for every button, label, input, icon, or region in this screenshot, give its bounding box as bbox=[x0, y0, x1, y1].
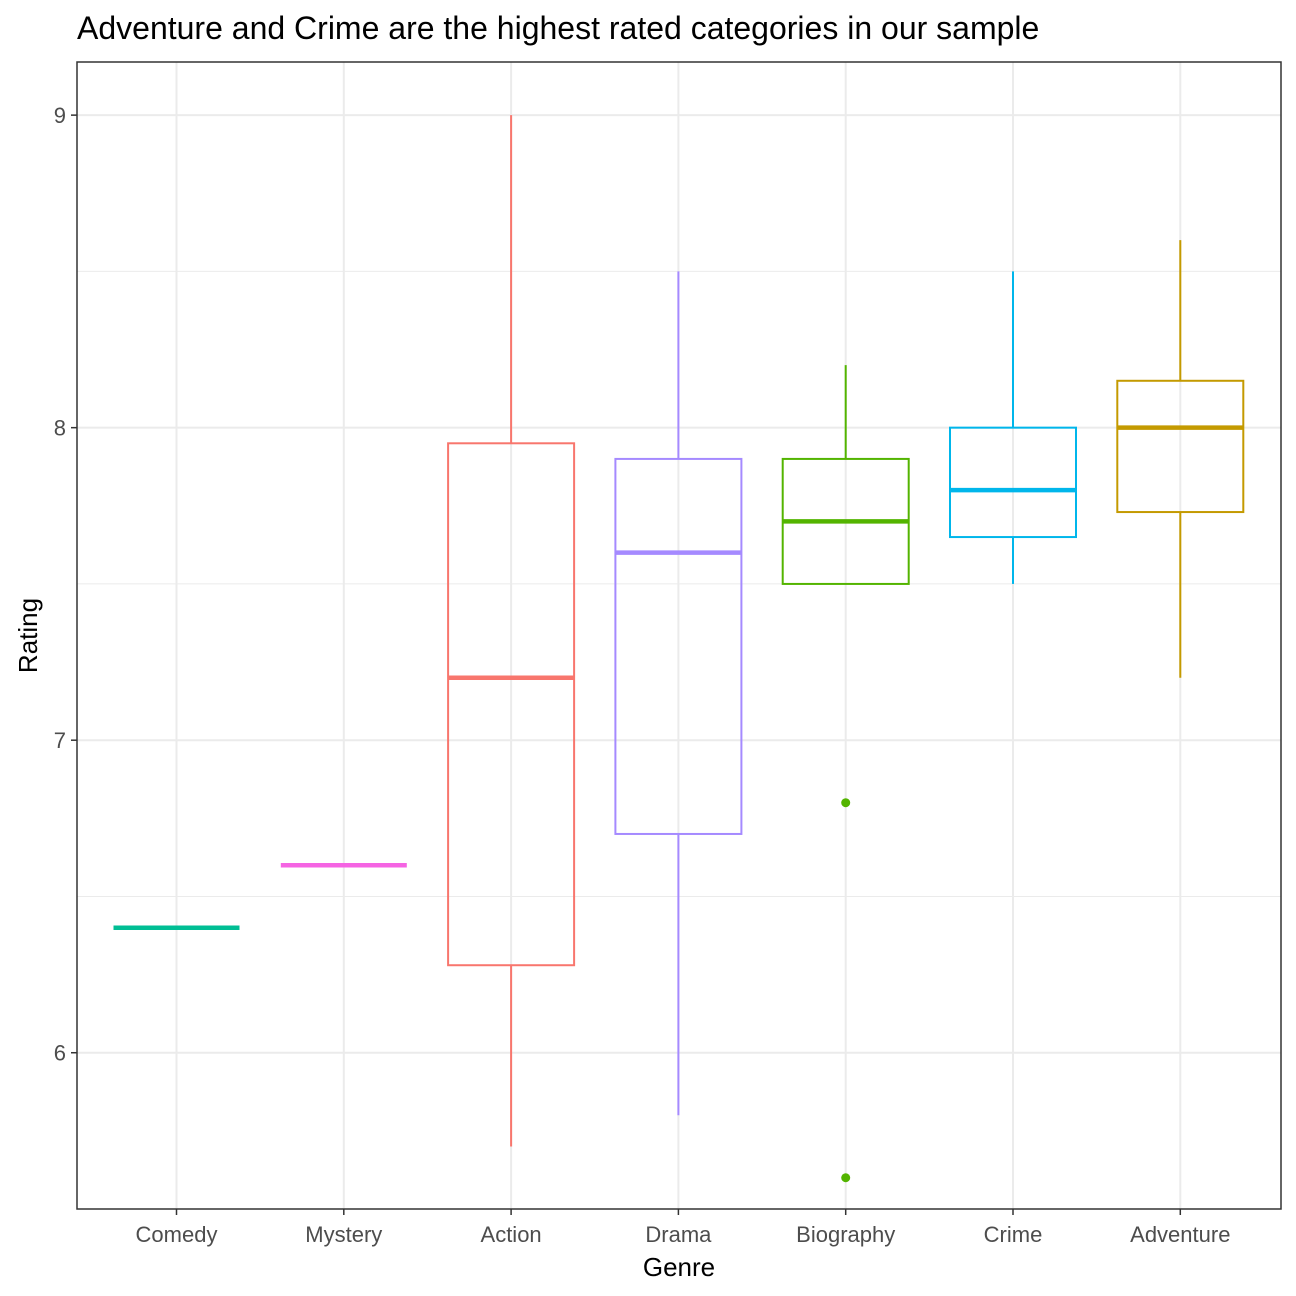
x-tick-label: Crime bbox=[984, 1222, 1043, 1247]
box-adventure bbox=[1116, 240, 1245, 678]
axes: 6 7 8 9 Comedy Mystery Action Drama Biography Cri… bbox=[54, 103, 1231, 1247]
y-axis-title: Rating bbox=[13, 598, 43, 673]
y-tick-label: 6 bbox=[54, 1041, 66, 1066]
outlier-point bbox=[841, 1173, 851, 1183]
y-tick-label: 9 bbox=[54, 103, 66, 128]
box-rect bbox=[1116, 379, 1245, 514]
x-tick-label: Adventure bbox=[1130, 1222, 1230, 1247]
box-drama bbox=[614, 271, 743, 1116]
x-tick-label: Mystery bbox=[305, 1222, 382, 1247]
x-tick-label: Drama bbox=[645, 1222, 712, 1247]
x-tick-label: Biography bbox=[796, 1222, 895, 1247]
y-tick-label: 7 bbox=[54, 728, 66, 753]
box-action bbox=[447, 115, 576, 1147]
chart-title: Adventure and Crime are the highest rate… bbox=[77, 10, 1040, 46]
x-axis-title: Genre bbox=[643, 1252, 715, 1282]
boxplot-series bbox=[113, 115, 1245, 1183]
box-crime bbox=[949, 271, 1077, 584]
x-tick-label: Action bbox=[481, 1222, 542, 1247]
box-rect bbox=[447, 442, 576, 967]
box-rect bbox=[614, 457, 743, 835]
y-tick-label: 8 bbox=[54, 416, 66, 441]
outlier-point bbox=[841, 798, 851, 808]
x-tick-label: Comedy bbox=[136, 1222, 218, 1247]
box-rect bbox=[949, 426, 1077, 539]
box-biography bbox=[781, 365, 910, 1183]
